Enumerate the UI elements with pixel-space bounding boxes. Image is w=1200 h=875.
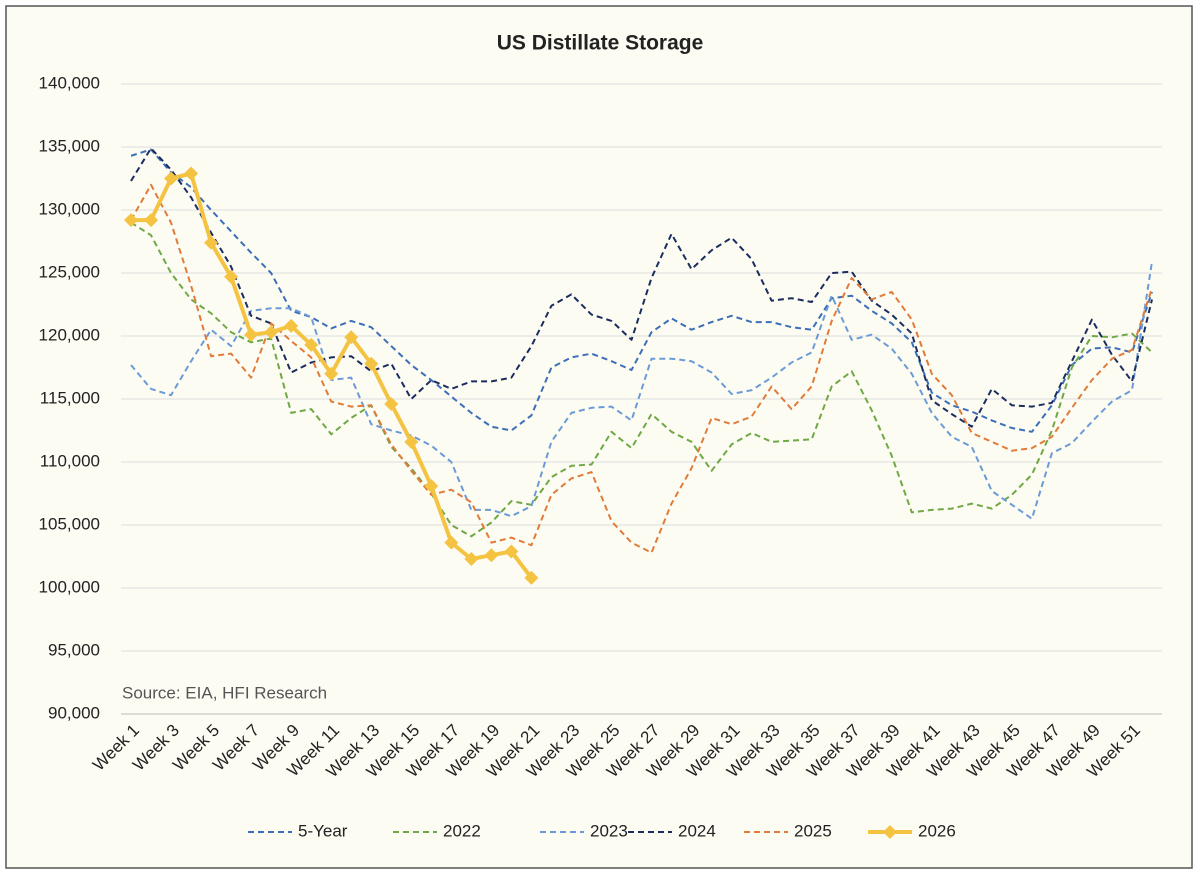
data-point (364, 356, 379, 371)
data-point (264, 325, 279, 340)
y-tick-label: 125,000 (39, 262, 100, 281)
data-point (184, 166, 199, 181)
data-point (484, 548, 499, 563)
series-line (130, 221, 1153, 538)
data-point (144, 213, 159, 228)
y-tick-label: 90,000 (48, 703, 100, 722)
y-tick-label: 135,000 (39, 136, 100, 155)
legend-label: 2023 (590, 821, 628, 840)
y-tick-label: 95,000 (48, 640, 100, 659)
data-point (384, 397, 399, 412)
annotation: Source: EIA, HFI Research (122, 683, 327, 702)
series-line (130, 148, 1153, 433)
data-point (404, 434, 419, 449)
y-tick-label: 100,000 (39, 577, 100, 596)
y-tick-label: 105,000 (39, 514, 100, 533)
legend-label: 2025 (794, 821, 832, 840)
data-point (304, 337, 319, 352)
series-line (130, 183, 1153, 554)
data-point (124, 213, 139, 228)
legend-label: 5-Year (298, 821, 348, 840)
y-tick-label: 110,000 (40, 451, 100, 470)
data-point (284, 318, 299, 333)
legend-label: 2024 (678, 821, 716, 840)
data-point (224, 269, 239, 284)
y-tick-label: 115,000 (40, 388, 100, 407)
y-tick-label: 130,000 (39, 199, 100, 218)
data-point (344, 330, 359, 345)
data-point (244, 327, 259, 342)
legend-label: 2022 (443, 821, 481, 840)
legend-marker (883, 825, 897, 839)
chart-title: US Distillate Storage (497, 32, 704, 55)
data-point (324, 366, 339, 381)
data-point (204, 235, 219, 250)
data-point (504, 544, 519, 559)
legend-label: 2026 (918, 821, 956, 840)
data-point (444, 535, 459, 550)
chart-frame (5, 5, 1193, 869)
data-point (164, 171, 179, 186)
data-point (464, 552, 479, 567)
y-tick-label: 140,000 (39, 73, 100, 92)
y-tick-label: 120,000 (39, 325, 100, 344)
series-line (130, 147, 1153, 428)
data-point (424, 478, 439, 493)
data-point (524, 570, 539, 585)
series-line (130, 261, 1153, 520)
